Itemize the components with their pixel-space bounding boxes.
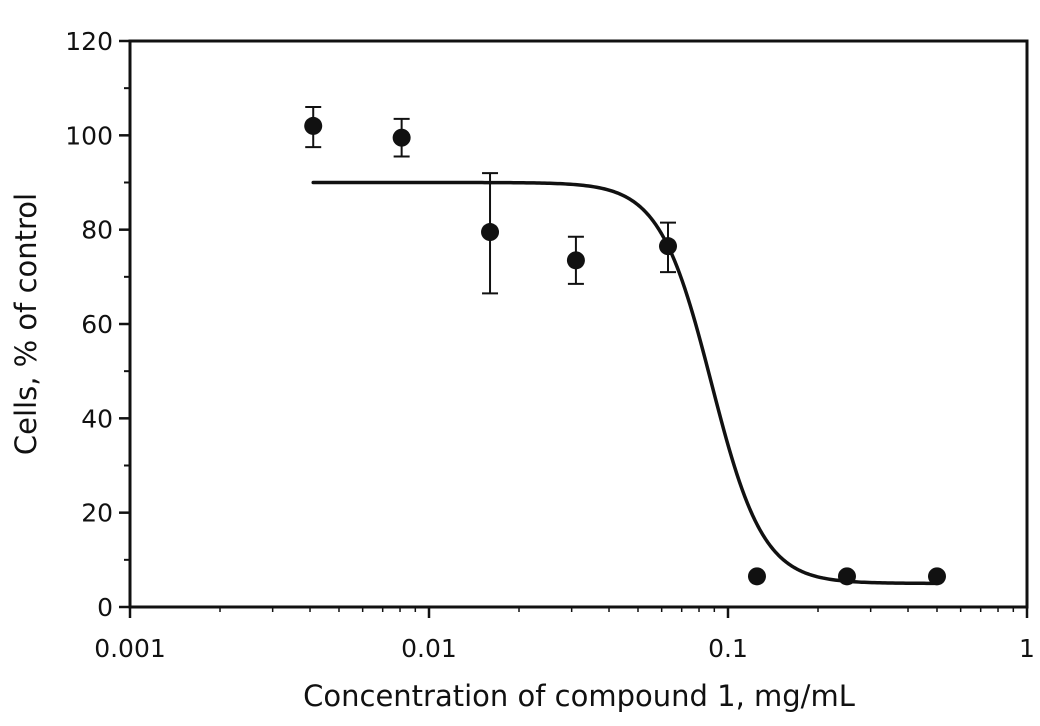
- fit-curve-group: [311, 180, 939, 586]
- data-point: [481, 223, 500, 242]
- y-tick-label: 20: [81, 499, 113, 528]
- data-points: [304, 116, 946, 586]
- ticks: 0 20 40 60 80 100 120 0.001 0.01 0.1 1: [65, 27, 1035, 663]
- plot-frame: [128, 39, 1029, 609]
- fit-curve: [311, 180, 939, 586]
- y-tick-label: 60: [81, 310, 113, 339]
- y-axis-title: Cells, % of control: [9, 193, 43, 455]
- y-tick-label: 0: [97, 593, 113, 622]
- x-tick-label: 1: [1019, 634, 1035, 663]
- data-point: [927, 567, 946, 586]
- x-tick-label: 0.1: [708, 634, 748, 663]
- data-point: [392, 128, 411, 147]
- y-tick-label: 40: [81, 404, 113, 433]
- x-tick-label: 0.01: [401, 634, 457, 663]
- y-tick-label: 80: [81, 216, 113, 245]
- y-tick-label: 120: [65, 27, 113, 56]
- error-bars: [305, 106, 677, 295]
- y-tick-label: 100: [65, 121, 113, 150]
- axes: [128, 39, 1029, 609]
- data-point: [659, 237, 678, 256]
- data-point: [747, 567, 766, 586]
- x-tick-label: 0.001: [94, 634, 166, 663]
- data-point: [304, 116, 323, 135]
- data-point: [837, 567, 856, 586]
- data-point: [566, 251, 585, 270]
- x-axis-title: Concentration of compound 1, mg/mL: [303, 679, 855, 713]
